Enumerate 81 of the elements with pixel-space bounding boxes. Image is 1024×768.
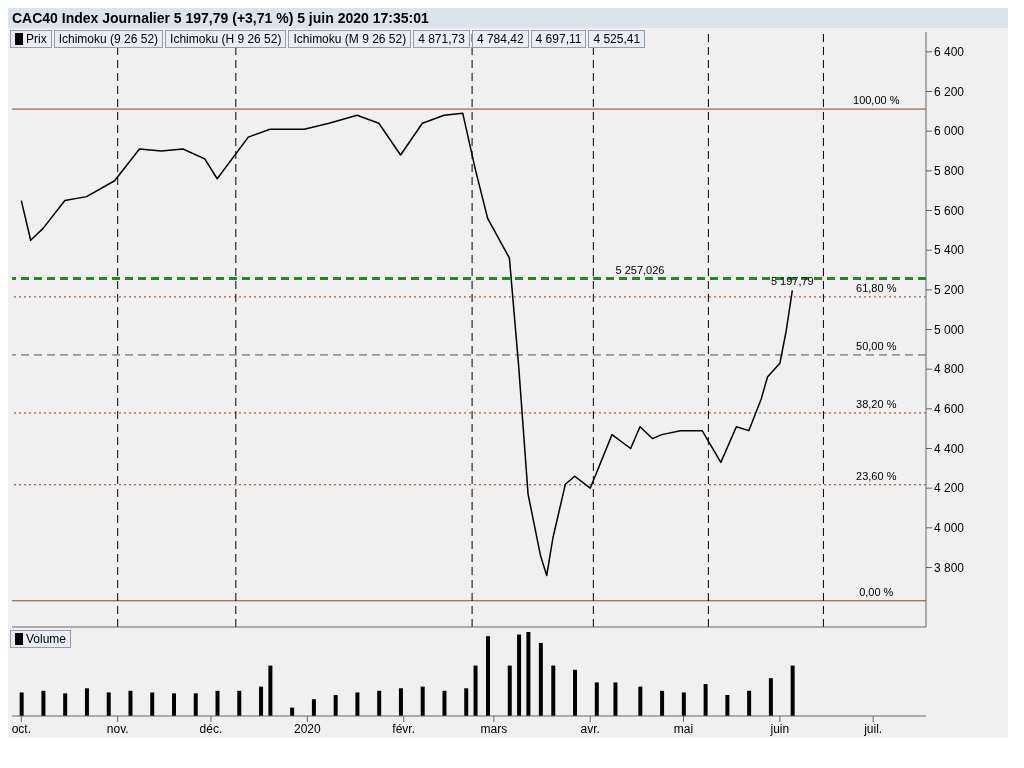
- x-tick-label: oct.: [11, 721, 31, 736]
- x-tick-label: déc.: [199, 721, 223, 736]
- bar: [507, 665, 512, 716]
- bar: [703, 684, 708, 716]
- y-tick-label: 4 200: [934, 481, 965, 496]
- bar: [268, 665, 273, 716]
- bar: [150, 692, 155, 716]
- bar: [128, 690, 133, 716]
- bar: [84, 688, 89, 716]
- bar: [259, 686, 264, 716]
- bar: [526, 632, 531, 716]
- annotation: 100,00 %: [853, 94, 900, 107]
- x-tick-label: mai: [673, 721, 694, 736]
- bar: [215, 690, 220, 716]
- y-tick-label: 4 800: [934, 362, 965, 377]
- annotation: 0,00 %: [859, 585, 894, 598]
- y-tick-label: 3 800: [934, 560, 965, 575]
- annotation: 4 871,73: [413, 30, 470, 48]
- bar: [681, 692, 686, 716]
- y-tick-label: 6 400: [934, 45, 965, 60]
- bar: [517, 634, 522, 716]
- bar: [790, 665, 795, 716]
- annotation: 5 197,79: [770, 275, 814, 288]
- bar: [638, 686, 643, 716]
- bar: [355, 692, 360, 716]
- bar: [613, 682, 618, 716]
- bar: [106, 692, 111, 716]
- bar: [333, 695, 338, 716]
- bar: [473, 665, 478, 716]
- legend-label: Prix: [10, 30, 52, 48]
- bar: [63, 693, 68, 716]
- y-tick-label: 6 200: [934, 84, 965, 99]
- annotation: Ichimoku (H 9 26 52): [165, 30, 287, 48]
- y-tick-label: 4 400: [934, 441, 965, 456]
- annotation: 4 697,11: [530, 30, 587, 48]
- annotation: 4 525,41: [588, 30, 646, 48]
- bar: [573, 669, 578, 716]
- bar: [485, 636, 490, 716]
- annotation: Ichimoku (M 9 26 52): [288, 30, 412, 48]
- x-tick-label: avr.: [580, 721, 600, 736]
- y-tick-label: 5 200: [934, 283, 965, 298]
- bar: [464, 688, 469, 716]
- annotation: 4 784,42: [471, 30, 529, 48]
- annotation: 50,00 %: [856, 339, 897, 352]
- y-tick-label: 5 400: [934, 243, 965, 258]
- bar: [237, 690, 242, 716]
- annotation: 61,80 %: [856, 281, 897, 294]
- y-tick-label: 6 000: [934, 124, 965, 139]
- bar: [768, 678, 773, 716]
- bar: [747, 690, 752, 716]
- x-tick-label: févr.: [392, 721, 416, 736]
- y-tick-label: 5 600: [934, 203, 965, 218]
- bar: [420, 686, 425, 716]
- y-tick-label: 5 800: [934, 164, 965, 179]
- chart-title: CAC40 Index Journalier 5 197,79 (+3,71 %) 5 juin 2020 17:35:01: [8, 8, 1008, 28]
- bar: [725, 695, 730, 716]
- bar: [594, 682, 599, 716]
- y-tick-label: 4 000: [934, 521, 965, 536]
- annotation: Ichimoku (9 26 52): [53, 30, 164, 48]
- bar: [311, 699, 316, 716]
- x-tick-label: mars: [480, 721, 508, 736]
- y-tick-label: 5 000: [934, 322, 965, 337]
- annotation: 5 257,026: [615, 263, 665, 276]
- bar: [172, 693, 176, 716]
- legend-label: Volume: [10, 630, 72, 648]
- bar: [398, 688, 403, 716]
- x-tick-label: juin: [769, 721, 790, 736]
- bar: [377, 690, 382, 716]
- bar: [660, 690, 665, 716]
- bar: [442, 690, 447, 716]
- x-tick-label: nov.: [106, 721, 129, 736]
- x-tick-label: juil.: [863, 721, 883, 736]
- bar: [538, 642, 543, 716]
- bar: [551, 665, 556, 716]
- x-tick-label: 2020: [293, 721, 322, 736]
- annotation: 38,20 %: [856, 397, 897, 410]
- y-tick-label: 4 600: [934, 402, 965, 417]
- annotation: 23,60 %: [856, 469, 897, 482]
- bar: [193, 693, 198, 716]
- bar: [41, 690, 46, 716]
- bar: [19, 692, 24, 716]
